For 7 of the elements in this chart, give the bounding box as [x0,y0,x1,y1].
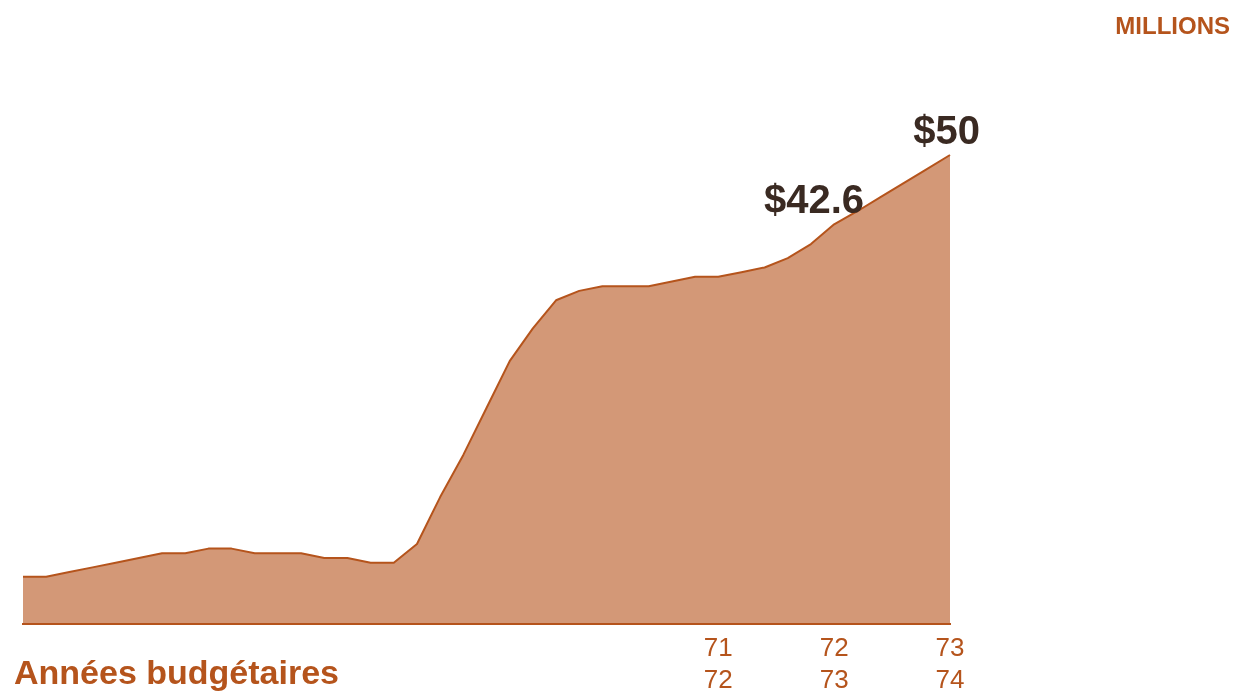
data-label: $50 [913,108,980,153]
x-axis-title: Années budgétaires [14,653,339,692]
text: MILLIONS [1115,12,1230,40]
data-label: $42.6 [764,177,865,222]
x-tick-label: 71 72 [703,632,733,694]
x-tick-label: 73 74 [935,632,965,694]
x-tick-label: 72 73 [819,632,849,694]
